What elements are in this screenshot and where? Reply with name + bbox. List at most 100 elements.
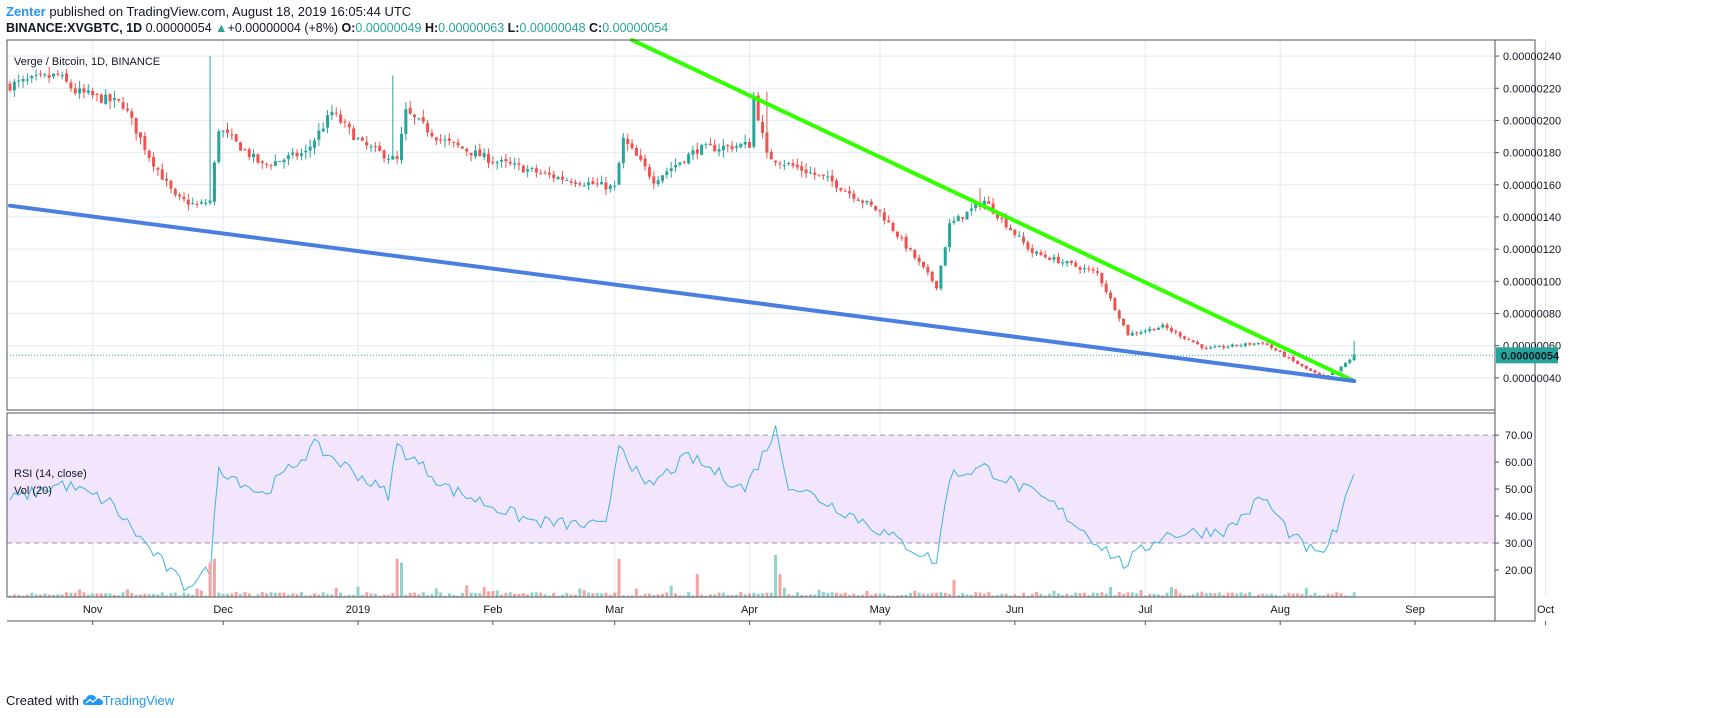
- time-tick-label: May: [870, 604, 891, 616]
- candle-body: [1078, 267, 1082, 270]
- candle-body: [443, 139, 447, 141]
- candle-body: [1039, 252, 1043, 255]
- candle-body: [930, 272, 934, 281]
- candle-body: [743, 141, 747, 145]
- volume-bar: [308, 595, 312, 597]
- trendlines: [8, 38, 1357, 384]
- candle-body: [826, 176, 830, 178]
- rsi-tick-label: 30.00: [1505, 538, 1533, 550]
- candle-body: [304, 150, 308, 153]
- volume-bar: [1135, 593, 1139, 597]
- candle-body: [191, 203, 195, 205]
- candle-body: [1069, 260, 1073, 264]
- time-tick-label: Feb: [483, 604, 502, 616]
- volume-bar: [956, 595, 960, 597]
- volume-bar: [791, 595, 795, 597]
- volume-bar: [904, 594, 908, 597]
- author-link[interactable]: Zenter: [6, 4, 46, 19]
- volume-bar: [861, 594, 865, 597]
- volume-bar: [835, 592, 838, 597]
- candle-body: [125, 108, 129, 111]
- candle-body: [143, 136, 147, 151]
- candle-body: [1143, 330, 1147, 332]
- volume-bar: [1196, 592, 1200, 597]
- volume-bar: [413, 592, 417, 597]
- candle-body: [317, 130, 321, 140]
- volume-bar: [221, 593, 225, 597]
- candle-body: [856, 199, 860, 201]
- candle-body: [935, 280, 939, 289]
- candle-body: [508, 162, 512, 164]
- candle-body: [47, 75, 51, 78]
- candle-body: [234, 134, 238, 142]
- candle-body: [426, 123, 430, 133]
- candle-body: [865, 201, 869, 203]
- volume-bar: [608, 594, 612, 597]
- candle-body: [212, 162, 216, 202]
- volume-bar: [1252, 595, 1256, 597]
- volume-bar: [352, 594, 356, 597]
- volume-bar: [621, 595, 625, 597]
- candle-body: [917, 257, 921, 262]
- candle-body: [469, 152, 473, 156]
- volume-bar: [765, 592, 769, 597]
- high-label: H:: [424, 21, 439, 35]
- price-tick-label: 0.00000100: [1503, 276, 1561, 288]
- candle-body: [948, 223, 952, 248]
- candle-body: [517, 163, 521, 165]
- candle-body: [417, 118, 421, 120]
- volume-bar: [304, 595, 308, 597]
- candle-body: [408, 107, 412, 114]
- price-tick-label: 0.00000040: [1503, 373, 1561, 385]
- open-value: 0.00000049: [355, 21, 422, 35]
- candle-body: [239, 142, 243, 151]
- candle-body: [473, 150, 477, 157]
- candle-body: [965, 211, 969, 220]
- volume-bar: [17, 594, 21, 597]
- candle-body: [1165, 324, 1169, 329]
- candle-body: [339, 114, 343, 123]
- candle-body: [1004, 217, 1008, 228]
- volume-bar: [987, 592, 991, 597]
- volume-bar: [395, 558, 399, 597]
- price-tick-label: 0.00000160: [1503, 180, 1561, 192]
- price-tick-label: 0.00000240: [1503, 51, 1561, 63]
- volume-bar: [1300, 594, 1304, 597]
- volume-bar: [1270, 593, 1273, 597]
- volume-bar: [1096, 593, 1099, 597]
- volume-bar: [173, 592, 177, 597]
- volume-bar: [843, 592, 847, 597]
- candle-body: [1022, 236, 1026, 243]
- candle-body: [774, 160, 778, 163]
- volume-bar: [574, 594, 577, 597]
- candle-body: [521, 165, 525, 173]
- rsi-band: [7, 435, 1495, 544]
- volume-bar: [369, 593, 373, 597]
- candle-body: [130, 111, 134, 118]
- candle-body: [34, 75, 38, 77]
- candle-body: [278, 161, 282, 163]
- volume-bar: [908, 592, 912, 597]
- time-tick-label: Dec: [213, 604, 233, 616]
- volume-bar: [1035, 592, 1039, 597]
- volume-bar: [1330, 594, 1334, 597]
- volume-bar: [21, 595, 25, 597]
- volume-bar: [965, 594, 969, 597]
- candle-body: [391, 155, 395, 160]
- rsi-pane: [7, 425, 1495, 592]
- volume-bar: [878, 593, 882, 597]
- candle-body: [12, 81, 16, 91]
- volume-bar: [152, 593, 156, 597]
- volume-bar: [1039, 593, 1043, 597]
- volume-bar: [139, 594, 142, 597]
- candle-body: [974, 203, 978, 209]
- volume-bar: [186, 593, 190, 597]
- candle-body: [295, 152, 299, 157]
- volume-bar: [334, 587, 338, 597]
- tradingview-brand-link[interactable]: TradingView: [102, 693, 175, 708]
- candle-body: [1213, 346, 1217, 348]
- candle-body: [730, 145, 734, 150]
- candle-body: [1196, 342, 1200, 345]
- volume-bar: [1248, 592, 1252, 597]
